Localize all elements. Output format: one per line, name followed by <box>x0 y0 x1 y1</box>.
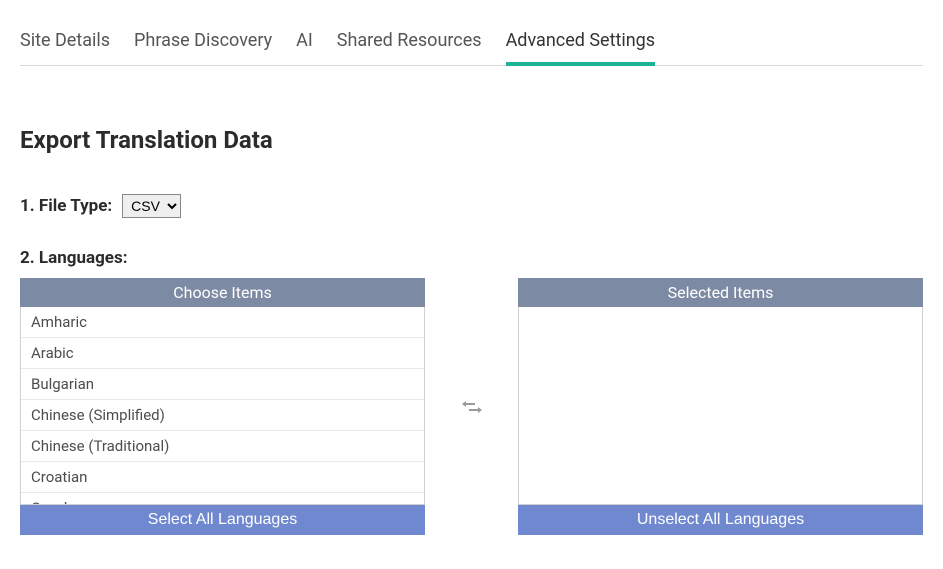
list-item[interactable]: Chinese (Simplified) <box>21 400 424 431</box>
page-title: Export Translation Data <box>20 126 923 154</box>
unselect-all-button[interactable]: Unselect All Languages <box>518 505 923 535</box>
selected-items-box: Selected Items Unselect All Languages <box>518 278 923 535</box>
languages-section: 2. Languages: Choose Items Amharic Arabi… <box>20 248 923 535</box>
choose-items-list[interactable]: Amharic Arabic Bulgarian Chinese (Simpli… <box>20 307 425 505</box>
languages-label: 2. Languages: <box>20 248 917 268</box>
file-type-label: 1. File Type: <box>20 196 112 216</box>
file-type-row: 1. File Type: CSV <box>20 194 923 218</box>
list-item[interactable]: Bulgarian <box>21 369 424 400</box>
tab-bar: Site Details Phrase Discovery AI Shared … <box>20 20 923 66</box>
choose-items-box: Choose Items Amharic Arabic Bulgarian Ch… <box>20 278 425 535</box>
list-item[interactable]: Czech <box>21 493 424 505</box>
list-item[interactable]: Chinese (Traditional) <box>21 431 424 462</box>
selected-items-list[interactable] <box>518 307 923 505</box>
select-all-button[interactable]: Select All Languages <box>20 505 425 535</box>
tab-shared-resources[interactable]: Shared Resources <box>337 20 482 65</box>
transfer-icon <box>425 398 518 416</box>
tab-advanced-settings[interactable]: Advanced Settings <box>506 20 656 65</box>
list-item[interactable]: Amharic <box>21 307 424 338</box>
selected-items-header: Selected Items <box>518 278 923 307</box>
list-item[interactable]: Croatian <box>21 462 424 493</box>
list-item[interactable]: Arabic <box>21 338 424 369</box>
tab-phrase-discovery[interactable]: Phrase Discovery <box>134 20 272 65</box>
file-type-select[interactable]: CSV <box>122 194 181 218</box>
dual-list: Choose Items Amharic Arabic Bulgarian Ch… <box>20 278 923 535</box>
tab-ai[interactable]: AI <box>296 20 313 65</box>
choose-items-header: Choose Items <box>20 278 425 307</box>
swap-horizontal-icon <box>461 398 483 416</box>
tab-site-details[interactable]: Site Details <box>20 20 110 65</box>
